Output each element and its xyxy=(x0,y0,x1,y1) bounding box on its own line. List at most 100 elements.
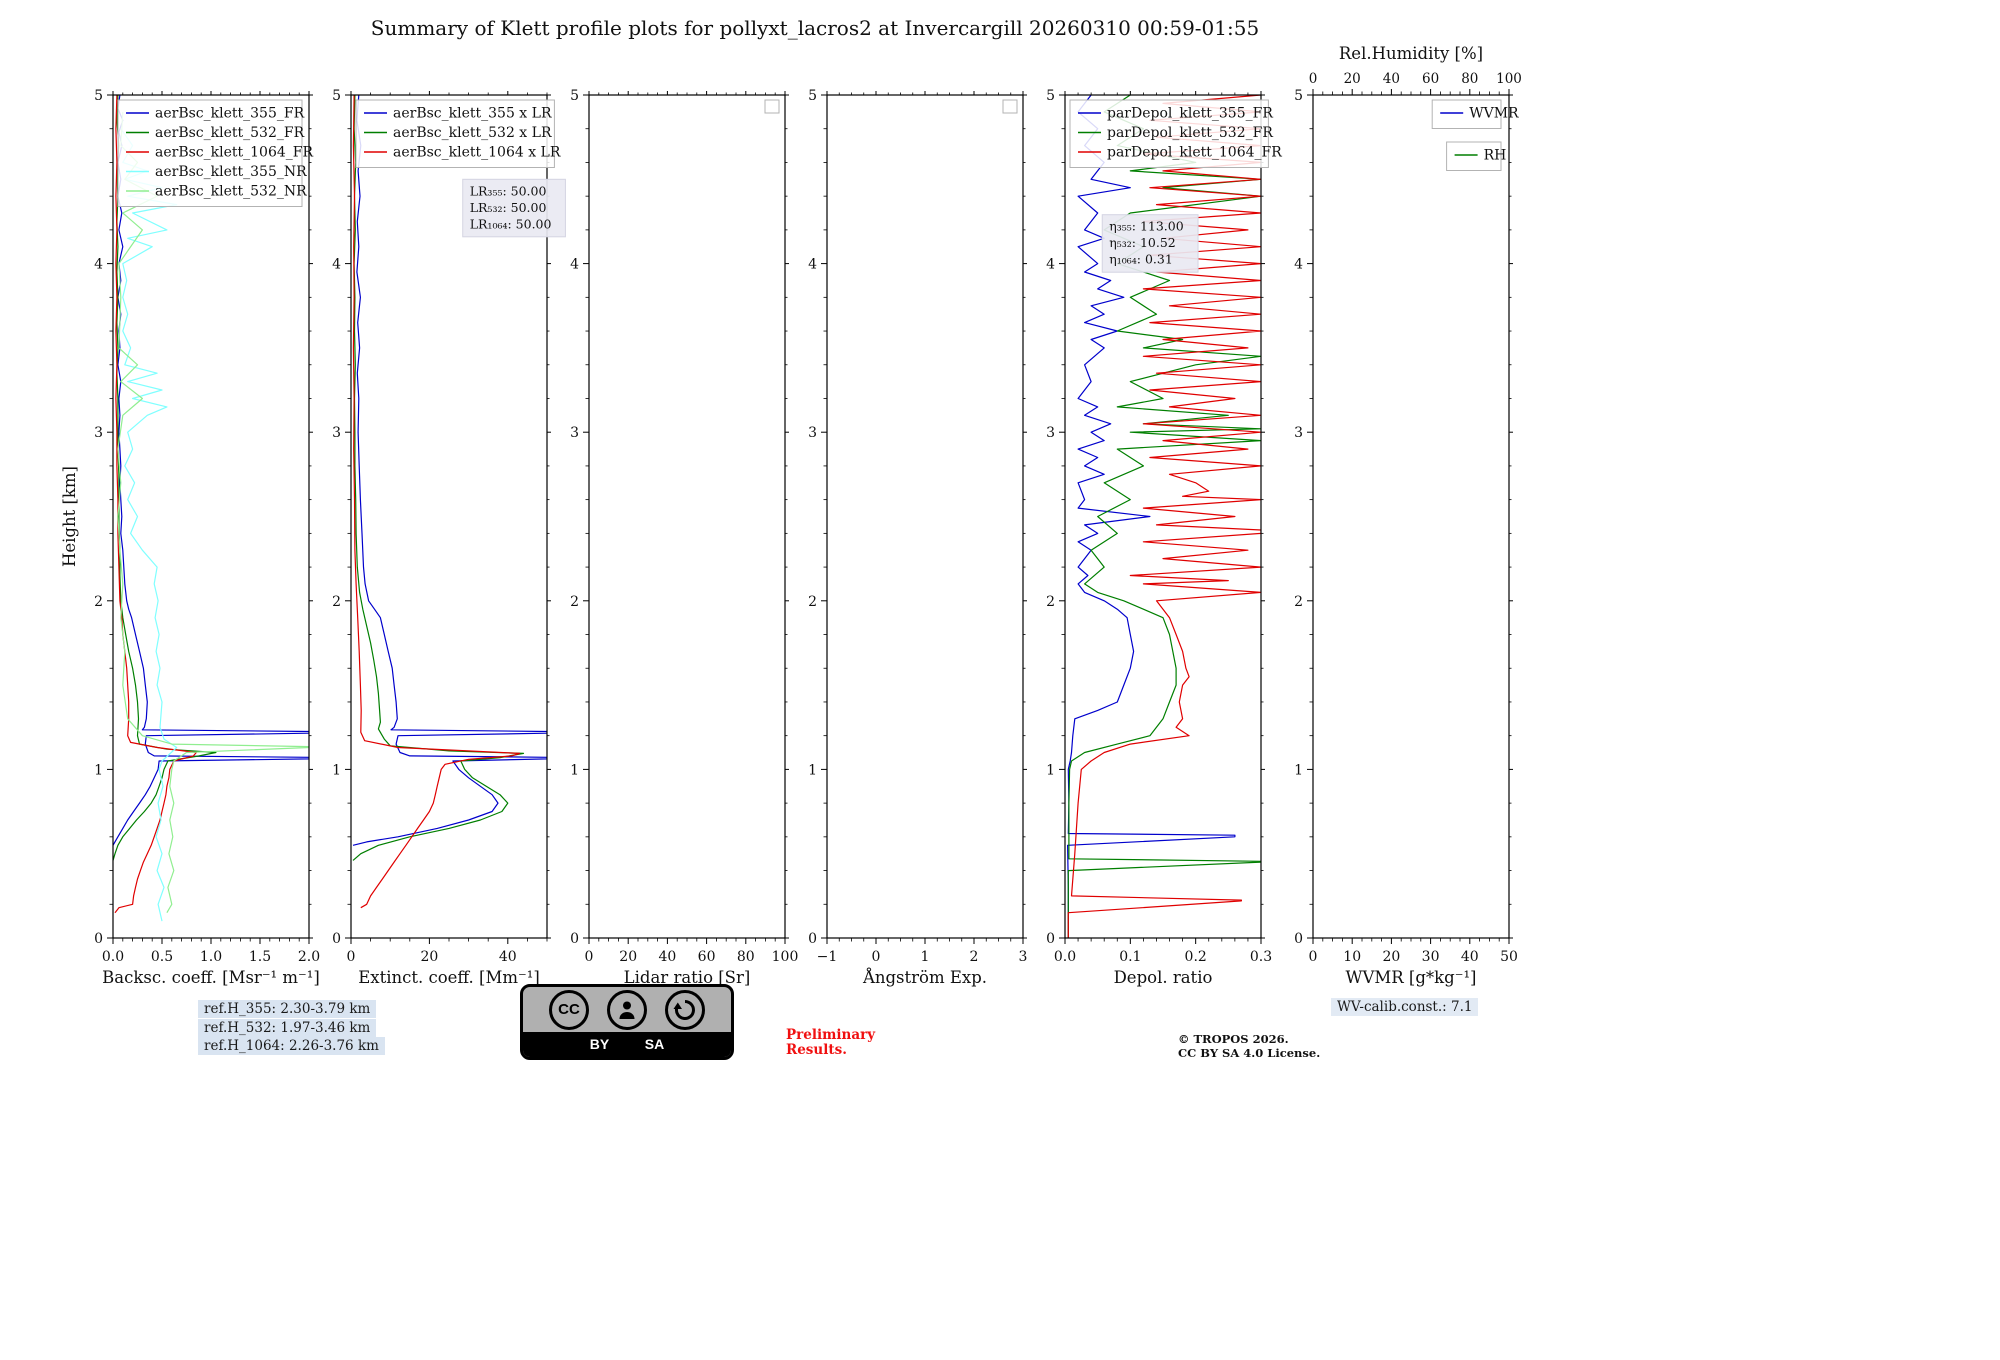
svg-text:2: 2 xyxy=(970,949,979,965)
svg-text:3: 3 xyxy=(570,425,579,441)
svg-text:aerBsc_klett_532_NR: aerBsc_klett_532_NR xyxy=(155,184,307,200)
svg-text:5: 5 xyxy=(1046,88,1055,104)
figure-title: Summary of Klett profile plots for polly… xyxy=(370,16,1260,40)
svg-text:Depol. ratio: Depol. ratio xyxy=(1114,968,1213,987)
cc-icons-row: CC xyxy=(523,987,731,1032)
svg-text:2.0: 2.0 xyxy=(298,949,320,965)
svg-text:WVMR: WVMR xyxy=(1469,106,1519,122)
svg-text:1: 1 xyxy=(1294,762,1303,778)
reference-height-box: ref.H_355: 2.30-3.79 km ref.H_532: 1.97-… xyxy=(198,1000,385,1057)
svg-text:Rel.Humidity [%]: Rel.Humidity [%] xyxy=(1339,44,1483,63)
svg-text:2: 2 xyxy=(1046,594,1055,610)
svg-text:Backsc. coeff. [Msr⁻¹ m⁻¹]: Backsc. coeff. [Msr⁻¹ m⁻¹] xyxy=(102,968,320,987)
svg-text:RH: RH xyxy=(1484,148,1507,164)
svg-text:Ångström Exp.: Ångström Exp. xyxy=(862,967,987,987)
svg-text:parDepol_klett_532_FR: parDepol_klett_532_FR xyxy=(1107,125,1273,141)
share-alike-icon xyxy=(665,989,705,1030)
svg-text:2: 2 xyxy=(94,594,103,610)
svg-text:0: 0 xyxy=(1309,71,1318,87)
svg-text:WVMR [g*kg⁻¹]: WVMR [g*kg⁻¹] xyxy=(1345,968,1476,987)
svg-text:0: 0 xyxy=(332,931,341,947)
preliminary-note: Preliminary Results. xyxy=(786,1028,875,1058)
svg-text:80: 80 xyxy=(737,949,755,965)
svg-text:η₁₀₆₄: 0.31: η₁₀₆₄: 0.31 xyxy=(1109,252,1173,267)
svg-text:4: 4 xyxy=(332,257,341,273)
svg-text:−1: −1 xyxy=(817,949,838,965)
ref-h-532-line: ref.H_532: 1.97-3.46 km xyxy=(198,1018,385,1038)
svg-text:0: 0 xyxy=(872,949,881,965)
person-icon xyxy=(607,989,647,1030)
svg-text:1: 1 xyxy=(921,949,930,965)
svg-text:Lidar ratio [Sr]: Lidar ratio [Sr] xyxy=(624,968,751,987)
svg-text:2: 2 xyxy=(1294,594,1303,610)
svg-text:60: 60 xyxy=(1422,71,1439,87)
svg-text:0: 0 xyxy=(585,949,594,965)
svg-text:0: 0 xyxy=(808,931,817,947)
svg-text:5: 5 xyxy=(1294,88,1303,104)
svg-text:1: 1 xyxy=(1046,762,1055,778)
svg-text:20: 20 xyxy=(1382,949,1400,965)
svg-text:0: 0 xyxy=(347,949,356,965)
svg-text:40: 40 xyxy=(1461,949,1479,965)
svg-text:aerBsc_klett_355_NR: aerBsc_klett_355_NR xyxy=(155,164,307,180)
svg-text:η₅₃₂: 10.52: η₅₃₂: 10.52 xyxy=(1109,235,1176,250)
svg-text:5: 5 xyxy=(570,88,579,104)
svg-text:3: 3 xyxy=(808,425,817,441)
svg-text:4: 4 xyxy=(570,257,579,273)
svg-text:Height [km]: Height [km] xyxy=(60,466,79,567)
svg-text:100: 100 xyxy=(1496,71,1522,87)
svg-text:2: 2 xyxy=(332,594,341,610)
svg-text:100: 100 xyxy=(772,949,799,965)
svg-text:50: 50 xyxy=(1500,949,1518,965)
svg-text:0.5: 0.5 xyxy=(151,949,173,965)
cc-badge-label: BY SA xyxy=(523,1032,731,1057)
svg-text:20: 20 xyxy=(1344,71,1361,87)
svg-text:1: 1 xyxy=(94,762,103,778)
cc-license-badge[interactable]: CC BY SA xyxy=(520,984,734,1060)
svg-text:aerBsc_klett_355 x LR: aerBsc_klett_355 x LR xyxy=(393,106,552,122)
svg-text:5: 5 xyxy=(332,88,341,104)
svg-text:4: 4 xyxy=(1294,257,1303,273)
svg-text:40: 40 xyxy=(499,949,517,965)
svg-text:40: 40 xyxy=(658,949,676,965)
svg-text:40: 40 xyxy=(1383,71,1400,87)
svg-text:1.0: 1.0 xyxy=(200,949,222,965)
copyright-note: © TROPOS 2026. CC BY SA 4.0 License. xyxy=(1178,1032,1320,1060)
svg-text:parDepol_klett_355_FR: parDepol_klett_355_FR xyxy=(1107,106,1273,122)
svg-text:3: 3 xyxy=(1046,425,1055,441)
svg-text:0.0: 0.0 xyxy=(1054,949,1076,965)
copyright-line1: © TROPOS 2026. xyxy=(1178,1032,1289,1046)
svg-text:10: 10 xyxy=(1343,949,1361,965)
svg-text:LR₁₀₆₄: 50.00: LR₁₀₆₄: 50.00 xyxy=(470,216,552,231)
svg-text:η₃₅₅: 113.00: η₃₅₅: 113.00 xyxy=(1109,219,1183,234)
preliminary-line2: Results. xyxy=(786,1042,847,1058)
svg-text:1: 1 xyxy=(570,762,579,778)
ref-h-355-line: ref.H_355: 2.30-3.79 km xyxy=(198,1000,385,1019)
svg-text:0.0: 0.0 xyxy=(102,949,124,965)
preliminary-line1: Preliminary xyxy=(786,1027,876,1043)
svg-text:3: 3 xyxy=(1019,949,1028,965)
svg-text:0: 0 xyxy=(570,931,579,947)
svg-text:0: 0 xyxy=(1046,931,1055,947)
svg-text:LR₃₅₅: 50.00: LR₃₅₅: 50.00 xyxy=(470,183,547,198)
svg-text:0: 0 xyxy=(1294,931,1303,947)
svg-text:60: 60 xyxy=(698,949,716,965)
svg-text:0.1: 0.1 xyxy=(1119,949,1141,965)
svg-text:20: 20 xyxy=(420,949,438,965)
svg-text:aerBsc_klett_355_FR: aerBsc_klett_355_FR xyxy=(155,106,305,122)
svg-text:3: 3 xyxy=(94,425,103,441)
svg-text:3: 3 xyxy=(332,425,341,441)
svg-text:0.3: 0.3 xyxy=(1250,949,1272,965)
svg-text:80: 80 xyxy=(1461,71,1478,87)
svg-text:0: 0 xyxy=(94,931,103,947)
svg-text:Extinct. coeff. [Mm⁻¹]: Extinct. coeff. [Mm⁻¹] xyxy=(358,968,540,987)
svg-text:LR₅₃₂: 50.00: LR₅₃₂: 50.00 xyxy=(470,200,547,215)
svg-text:aerBsc_klett_1064_FR: aerBsc_klett_1064_FR xyxy=(155,145,313,161)
ref-h-1064-line: ref.H_1064: 2.26-3.76 km xyxy=(198,1037,385,1056)
svg-text:4: 4 xyxy=(1046,257,1055,273)
svg-text:1: 1 xyxy=(332,762,341,778)
svg-text:aerBsc_klett_532_FR: aerBsc_klett_532_FR xyxy=(155,125,305,141)
svg-text:3: 3 xyxy=(1294,425,1303,441)
